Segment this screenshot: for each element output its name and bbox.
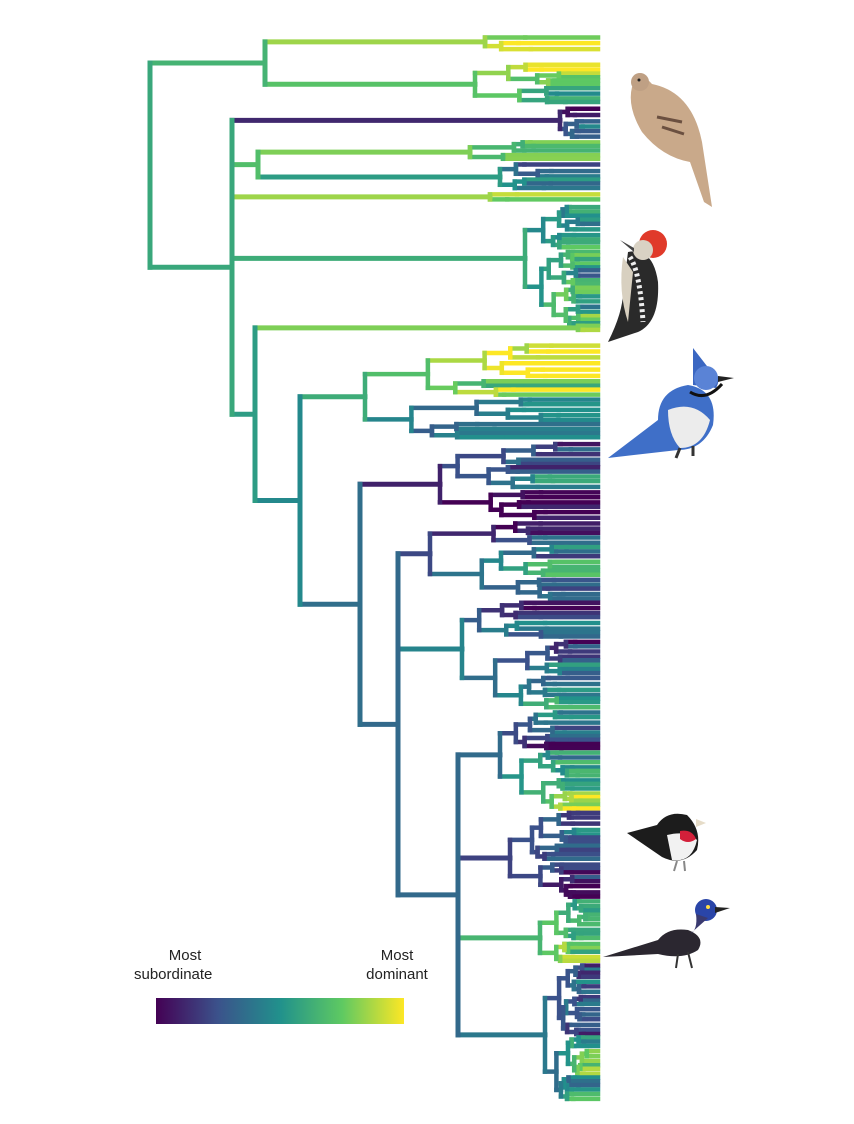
- legend-high-line2: dominant: [366, 966, 428, 983]
- rose-breasted-grosbeak-image: [627, 813, 706, 872]
- legend-low-line2: subordinate: [134, 966, 213, 983]
- legend-low-label: Most subordinate: [134, 946, 212, 984]
- legend-high-line1: Most: [380, 947, 414, 964]
- common-grackle-image: [603, 899, 730, 969]
- blue-jay-image: [608, 348, 734, 459]
- red-bellied-woodpecker-image: [608, 230, 667, 342]
- mourning-dove-image: [630, 73, 712, 207]
- color-scale-bar: [156, 998, 404, 1024]
- legend-low-line1: Most: [168, 947, 202, 964]
- legend-high-label: Most dominant: [352, 946, 442, 984]
